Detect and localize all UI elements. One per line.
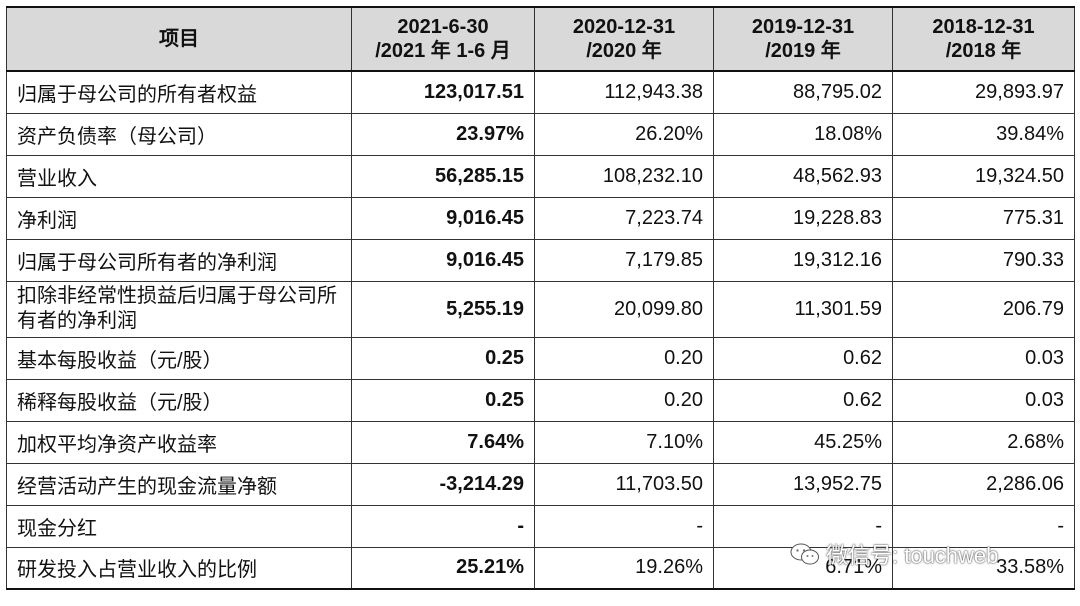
cell-value: 790.33 xyxy=(892,238,1075,282)
table-row: 归属于母公司的所有者权益 123,017.51 112,943.38 88,79… xyxy=(6,70,1075,114)
cell-value: 7,223.74 xyxy=(534,196,714,240)
cell-value: 11,703.50 xyxy=(534,462,714,506)
cell-value: 7.10% xyxy=(534,420,714,464)
cell-value: 29,893.97 xyxy=(892,70,1075,114)
cell-value: 48,562.93 xyxy=(713,154,893,198)
header-period-1: 2021-6-30 /2021 年 1-6 月 xyxy=(351,6,535,72)
watermark-text: 微信号: touchweb xyxy=(826,543,999,568)
table-row: 基本每股收益（元/股） 0.25 0.20 0.62 0.03 xyxy=(6,336,1075,380)
header-period-date: 2020-12-31 xyxy=(572,16,676,38)
header-item: 项目 xyxy=(6,6,352,72)
cell-value: 0.62 xyxy=(713,378,893,422)
row-label: 资产负债率（母公司） xyxy=(6,112,352,156)
cell-value: 23.97% xyxy=(351,112,535,156)
cell-value: 39.84% xyxy=(892,112,1075,156)
table-row: 扣除非经常性损益后归属于母公司所有者的净利润 5,255.19 20,099.8… xyxy=(6,280,1075,338)
header-period-date: 2019-12-31 xyxy=(751,16,855,38)
row-label: 加权平均净资产收益率 xyxy=(6,420,352,464)
cell-value: 19,312.16 xyxy=(713,238,893,282)
cell-value: 775.31 xyxy=(892,196,1075,240)
table-row: 现金分红 - - - - xyxy=(6,504,1075,548)
cell-value: 5,255.19 xyxy=(351,280,535,338)
financial-table: 项目 2021-6-30 /2021 年 1-6 月 2020-12-31 /2… xyxy=(6,6,1075,590)
cell-value: - xyxy=(892,504,1075,548)
cell-value: 0.25 xyxy=(351,378,535,422)
row-label: 归属于母公司所有者的净利润 xyxy=(6,238,352,282)
cell-value: 88,795.02 xyxy=(713,70,893,114)
cell-value: 0.03 xyxy=(892,336,1075,380)
table-row: 经营活动产生的现金流量净额 -3,214.29 11,703.50 13,952… xyxy=(6,462,1075,506)
cell-value: 19,324.50 xyxy=(892,154,1075,198)
table-row: 营业收入 56,285.15 108,232.10 48,562.93 19,3… xyxy=(6,154,1075,198)
cell-value: 33.58% xyxy=(892,546,1075,590)
table-row: 净利润 9,016.45 7,223.74 19,228.83 775.31 xyxy=(6,196,1075,240)
row-label: 扣除非经常性损益后归属于母公司所有者的净利润 xyxy=(6,280,352,338)
cell-value: 45.25% xyxy=(713,420,893,464)
header-period-span: /2018 年 xyxy=(945,40,1022,62)
cell-value: 108,232.10 xyxy=(534,154,714,198)
table-row: 资产负债率（母公司） 23.97% 26.20% 18.08% 39.84% xyxy=(6,112,1075,156)
cell-value: 26.20% xyxy=(534,112,714,156)
header-period-date: 2018-12-31 xyxy=(932,16,1035,38)
cell-value: 2,286.06 xyxy=(892,462,1075,506)
cell-value: 206.79 xyxy=(892,280,1075,338)
watermark: 微信号: touchweb xyxy=(790,538,998,570)
cell-value: 11,301.59 xyxy=(713,280,893,338)
header-period-2: 2020-12-31 /2020 年 xyxy=(534,6,714,72)
cell-value: 18.08% xyxy=(713,112,893,156)
header-period-span: /2021 年 1-6 月 xyxy=(375,40,511,62)
cell-value: 7.64% xyxy=(351,420,535,464)
header-period-span: /2019 年 xyxy=(765,40,841,62)
cell-value: 0.62 xyxy=(713,336,893,380)
row-label: 基本每股收益（元/股） xyxy=(6,336,352,380)
row-label: 稀释每股收益（元/股） xyxy=(6,378,352,422)
cell-value: 13,952.75 xyxy=(713,462,893,506)
cell-value: 7,179.85 xyxy=(534,238,714,282)
cell-value: 0.03 xyxy=(892,378,1075,422)
wechat-icon xyxy=(790,543,819,565)
row-label: 归属于母公司的所有者权益 xyxy=(6,70,352,114)
cell-value: -3,214.29 xyxy=(351,462,535,506)
table-row: 加权平均净资产收益率 7.64% 7.10% 45.25% 2.68% xyxy=(6,420,1075,464)
table-row: 稀释每股收益（元/股） 0.25 0.20 0.62 0.03 xyxy=(6,378,1075,422)
table-row: 研发投入占营业收入的比例 25.21% 19.26% 6.71% 33.58% xyxy=(6,546,1075,590)
header-period-date: 2021-6-30 xyxy=(397,16,489,38)
cell-value: 9,016.45 xyxy=(351,196,535,240)
cell-value: 0.25 xyxy=(351,336,535,380)
row-label: 经营活动产生的现金流量净额 xyxy=(6,462,352,506)
row-label: 净利润 xyxy=(6,196,352,240)
cell-value: - xyxy=(351,504,535,548)
row-label: 研发投入占营业收入的比例 xyxy=(6,546,352,590)
cell-value: 0.20 xyxy=(534,336,714,380)
header-period-3: 2019-12-31 /2019 年 xyxy=(713,6,893,72)
cell-value: 19.26% xyxy=(534,546,714,590)
header-row: 项目 2021-6-30 /2021 年 1-6 月 2020-12-31 /2… xyxy=(6,6,1075,72)
header-period-span: /2020 年 xyxy=(586,40,662,62)
cell-value: 0.20 xyxy=(534,378,714,422)
cell-value: 19,228.83 xyxy=(713,196,893,240)
row-label: 现金分红 xyxy=(6,504,352,548)
cell-value: 9,016.45 xyxy=(351,238,535,282)
cell-value: 56,285.15 xyxy=(351,154,535,198)
cell-value: - xyxy=(534,504,714,548)
cell-value: 25.21% xyxy=(351,546,535,590)
row-label: 营业收入 xyxy=(6,154,352,198)
cell-value: 2.68% xyxy=(892,420,1075,464)
cell-value: 123,017.51 xyxy=(351,70,535,114)
cell-value: 20,099.80 xyxy=(534,280,714,338)
table-row: 归属于母公司所有者的净利润 9,016.45 7,179.85 19,312.1… xyxy=(6,238,1075,282)
cell-value: 112,943.38 xyxy=(534,70,714,114)
header-period-4: 2018-12-31 /2018 年 xyxy=(892,6,1075,72)
